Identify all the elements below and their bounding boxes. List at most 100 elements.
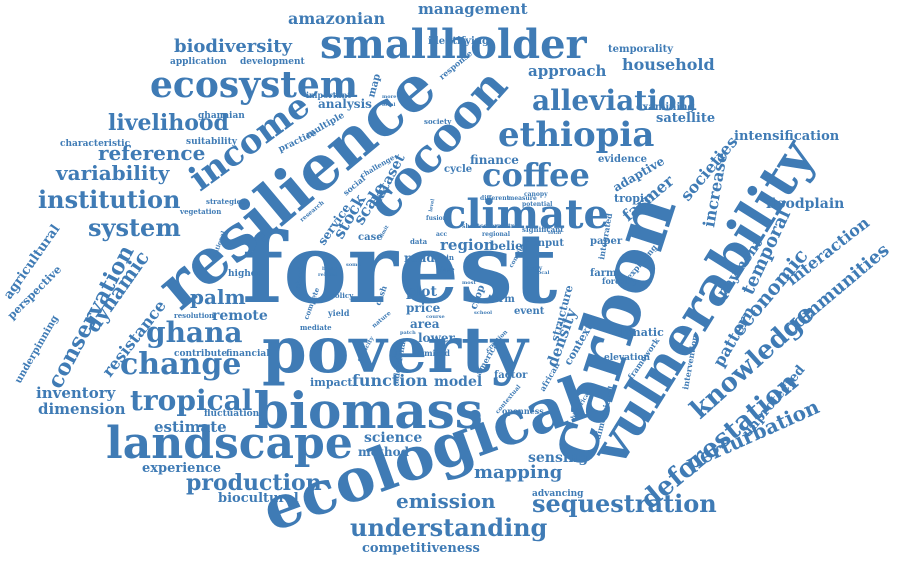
cloud-word: course (426, 314, 445, 320)
cloud-word: satellite (656, 111, 715, 126)
cloud-word: financial (226, 349, 270, 359)
cloud-word: society (424, 117, 452, 126)
cloud-word: vegetation (179, 207, 221, 216)
cloud-word: evidence (598, 154, 647, 165)
cloud-word: system (88, 213, 181, 242)
cloud-word: intensification (734, 129, 840, 144)
cloud-word: related (318, 272, 338, 278)
cloud-word: limited (418, 348, 450, 358)
cloud-word: inventory (36, 384, 117, 402)
cloud-word: climate (442, 191, 609, 238)
cloud-word: mediate (300, 323, 332, 332)
cloud-word: fine (440, 265, 455, 274)
cloud-word: measure (508, 195, 537, 202)
cloud-word: function (352, 371, 428, 390)
cloud-word: alleviation (532, 84, 697, 117)
cloud-word: characteristic (60, 139, 131, 149)
cloud-word: local (536, 270, 550, 276)
cloud-word: development (240, 57, 305, 67)
cloud-word: institution (38, 185, 180, 214)
cloud-word: different (480, 195, 510, 202)
cloud-word: land (392, 345, 400, 359)
cloud-word: change (120, 347, 241, 382)
cloud-word: control (496, 223, 521, 230)
cloud-word: local (382, 102, 396, 108)
cloud-word: palm (190, 285, 246, 309)
cloud-word: finance (470, 153, 519, 167)
cloud-word: school (474, 310, 492, 316)
cloud-word: elevation (604, 353, 651, 363)
cloud-word: paper (590, 236, 623, 247)
cloud-word: redd (404, 251, 435, 265)
cloud-word: ecosystem (150, 64, 358, 106)
cloud-word: advancing (532, 489, 584, 499)
cloud-word: coffee (482, 156, 590, 194)
cloud-word: amazonian (288, 9, 386, 28)
cloud-word: remote (212, 308, 268, 324)
cloud-word: fluctuation (204, 409, 260, 419)
cloud-word: experience (142, 461, 221, 476)
cloud-word: plot (406, 284, 437, 300)
cloud-word: most (462, 280, 476, 286)
cloud-word: lower (418, 331, 456, 345)
cloud-word: factor (494, 370, 528, 381)
cloud-word: price (406, 301, 441, 315)
cloud-word: resolution (174, 311, 214, 320)
cloud-word: method (358, 445, 410, 459)
cloud-word: variability (55, 161, 171, 185)
cloud-word: science (364, 430, 422, 446)
cloud-word: temporality (608, 44, 674, 55)
cloud-word: data (410, 237, 428, 246)
cloud-word: smallholder (320, 21, 588, 68)
cloud-word: contribute (174, 349, 227, 359)
cloud-word: suitability (186, 137, 238, 147)
cloud-word: understanding (350, 513, 548, 542)
cloud-word: forestry (602, 276, 637, 286)
cloud-word: basin (322, 266, 337, 272)
cloud-word: acc (436, 231, 448, 238)
cloud-word: tropical (130, 384, 252, 417)
cloud-word: shock (292, 262, 306, 290)
cloud-word: climatic (614, 326, 664, 339)
cloud-word: higher (228, 269, 262, 279)
cloud-word: belief (490, 239, 529, 253)
cloud-word: fusion (426, 215, 448, 222)
cloud-word: canopy (524, 191, 548, 198)
cloud-word: potential (522, 201, 553, 208)
cloud-word: rain (438, 253, 454, 262)
cloud-word: farm (590, 268, 617, 279)
cloud-word: reference (98, 141, 205, 165)
cloud-word: level (428, 198, 436, 212)
cloud-word: event (514, 306, 545, 317)
cloud-word: biocultural (218, 491, 299, 506)
cloud-word: management (418, 0, 528, 18)
cloud-word: application (170, 57, 227, 67)
cloud-word: poverty (262, 313, 530, 388)
cloud-word: ethiopia (498, 115, 654, 155)
cloud-word: impact (310, 376, 353, 389)
cloud-word: study (524, 265, 543, 272)
cloud-word: emission (396, 489, 496, 513)
cloud-word: estimate (154, 418, 227, 436)
cloud-word: dimension (38, 400, 126, 418)
cloud-word: production (186, 470, 322, 496)
cloud-word: sequestration (532, 489, 717, 518)
cloud-word: important (306, 90, 351, 100)
cloud-word: examining (636, 102, 695, 113)
cloud-word: openness (502, 406, 544, 416)
cloud-word: yield (327, 308, 350, 318)
cloud-word: patch (400, 330, 416, 336)
cloud-word: cycle (444, 164, 472, 175)
cloud-word: policy (330, 291, 354, 300)
cloud-word: sensing (528, 450, 588, 466)
cloud-word: analysis (318, 97, 372, 111)
cloud-word: ghana (146, 316, 243, 349)
cloud-word: strategies (206, 197, 245, 206)
cloud-word: several (480, 223, 505, 230)
cloud-word: model (434, 374, 482, 390)
cloud-word: region (440, 236, 495, 254)
cloud-word: ghanaian (198, 111, 245, 121)
cloud-word: biomass (254, 381, 483, 440)
